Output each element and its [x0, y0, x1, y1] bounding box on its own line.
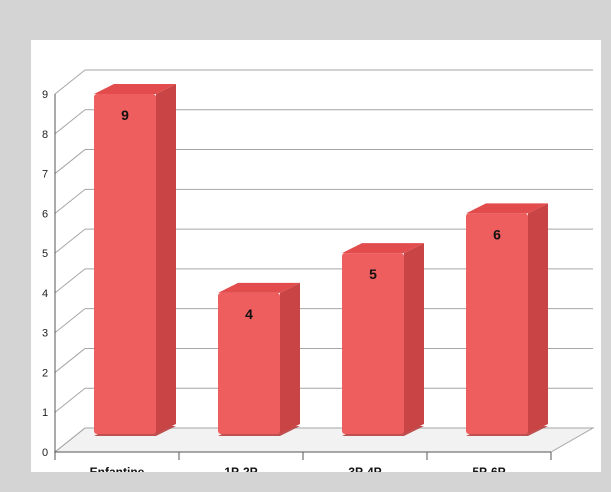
- category-label: 3P-4P: [348, 465, 381, 472]
- y-tick-label: 1: [42, 407, 48, 419]
- bar-top-face: [94, 84, 176, 94]
- y-tick-label: 7: [42, 169, 48, 181]
- bar-top-face: [342, 243, 424, 254]
- gridline-diagonal: [54, 268, 86, 294]
- category-label: 1P-2P: [224, 465, 257, 472]
- bar: [94, 84, 176, 436]
- bar-side-face: [528, 203, 548, 434]
- bar-front-face: [466, 213, 528, 434]
- bar: [466, 203, 548, 436]
- gridline-diagonal: [54, 109, 86, 135]
- bar-data-label: 5: [369, 266, 377, 282]
- category-label: 5P-6P: [472, 465, 505, 472]
- bar-side-face: [156, 84, 176, 434]
- bar-data-label: 4: [245, 306, 253, 322]
- gridline-diagonal: [54, 149, 86, 174]
- bar-front-face: [342, 253, 404, 434]
- bar-side-face: [280, 282, 300, 434]
- bar-chart: 0 1 2 3 4 5 6 7 8 9 Enfantine 1P-2P 3P-4P 5P-6P 9 4 5 6: [42, 69, 595, 472]
- category-labels: Enfantine 1P-2P 3P-4P 5P-6P: [90, 465, 506, 472]
- y-tick-label: 3: [42, 328, 48, 340]
- gridline-diagonal: [54, 69, 86, 95]
- bar: [218, 282, 300, 436]
- bars: [94, 84, 548, 436]
- y-tick-label: 0: [42, 447, 48, 459]
- y-tick-label: 5: [42, 248, 48, 260]
- gridline-diagonal: [54, 228, 86, 254]
- bar-data-label: 6: [493, 226, 501, 242]
- y-tick-labels: 0 1 2 3 4 5 6 7 8 9: [42, 89, 48, 459]
- y-tick-label: 2: [42, 367, 48, 379]
- y-tick-label: 6: [42, 208, 48, 220]
- gridline-diagonal: [54, 387, 86, 413]
- bar-side-face: [404, 243, 424, 434]
- y-tick-label: 8: [42, 129, 48, 141]
- bar: [342, 243, 424, 436]
- bar-front-face: [218, 292, 280, 434]
- data-labels: 9 4 5 6: [121, 107, 501, 322]
- gridline-diagonal: [54, 188, 86, 214]
- gridline-diagonal: [54, 348, 86, 373]
- chart-panel: 0 1 2 3 4 5 6 7 8 9 Enfantine 1P-2P 3P-4P 5P-6P 9 4 5 6: [31, 40, 601, 472]
- bar-top-face: [218, 282, 300, 293]
- gridline-diagonal: [54, 427, 86, 453]
- category-label: Enfantine: [90, 465, 145, 472]
- bar-top-face: [466, 203, 548, 214]
- axes: [54, 94, 552, 460]
- bar-data-label: 9: [121, 107, 129, 123]
- gridline-diagonal: [54, 308, 86, 334]
- y-tick-label: 4: [42, 288, 48, 300]
- bar-front-face: [94, 94, 156, 434]
- y-tick-label: 9: [42, 89, 48, 101]
